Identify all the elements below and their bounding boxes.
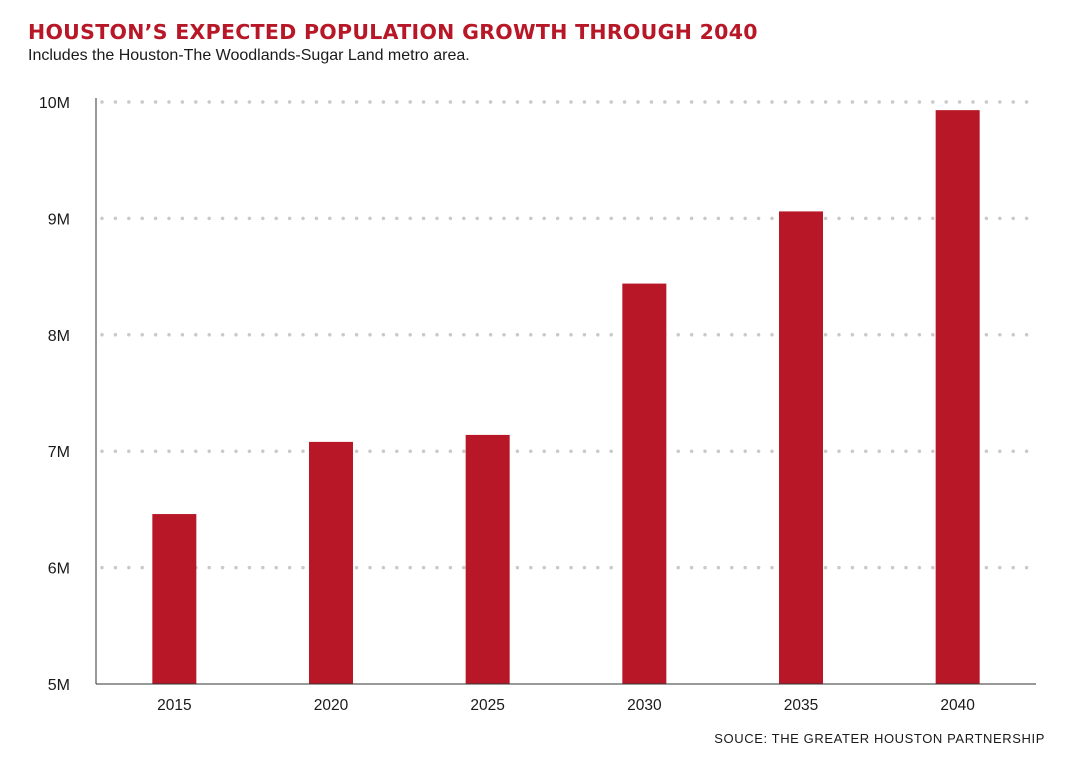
bar-2040 — [935, 110, 980, 684]
y-tick-label: 9M — [48, 211, 70, 228]
x-tick-label: 2030 — [627, 697, 662, 714]
x-tick-label: 2020 — [314, 697, 349, 714]
x-tick-label: 2025 — [470, 697, 504, 714]
tick-labels: 5M 6M 7M 8M 9M 10M 2015 2020 2025 2030 2035 2040 — [39, 95, 975, 714]
y-tick-label: 10M — [39, 95, 70, 112]
y-tick-label: 7M — [48, 444, 70, 461]
source-note: SOUCE: THE GREATER HOUSTON PARTNERSHIP — [714, 731, 1045, 746]
bar-2035 — [779, 211, 823, 684]
x-tick-label: 2040 — [940, 697, 975, 714]
y-tick-label: 8M — [48, 328, 70, 345]
gridlines — [100, 100, 1038, 570]
bar-2030 — [622, 283, 667, 684]
bars — [152, 110, 980, 684]
x-tick-label: 2035 — [784, 697, 818, 714]
x-tick-label: 2015 — [157, 697, 191, 714]
y-tick-label: 5M — [48, 677, 70, 694]
bar-2020 — [309, 441, 353, 684]
axes — [95, 98, 1036, 685]
y-tick-label: 6M — [48, 561, 70, 578]
chart-title: HOUSTON’S EXPECTED POPULATION GROWTH THR… — [28, 20, 758, 44]
bar-2025 — [465, 434, 510, 684]
chart-subtitle: Includes the Houston-The Woodlands-Sugar… — [28, 47, 470, 64]
bar-2015 — [152, 514, 197, 684]
